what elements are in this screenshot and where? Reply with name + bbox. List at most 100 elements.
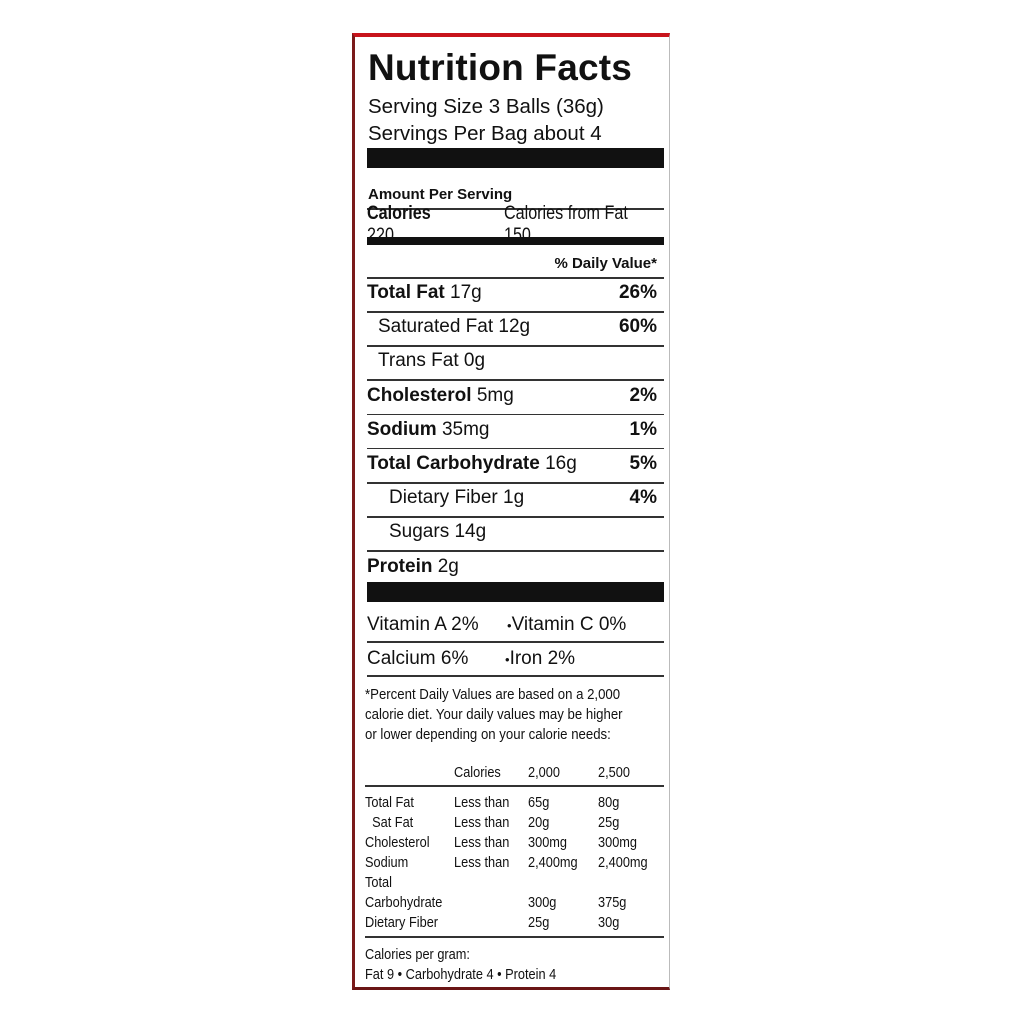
divider [365,936,664,938]
ref-cell: Less than [454,835,510,851]
divider [367,675,664,677]
ref-cell: 2,400mg [528,855,578,871]
vitamin-left: Calcium 6% [367,648,469,669]
ref-cell: Less than [454,855,510,871]
nutrient-daily-value: 2% [629,384,657,406]
nutrient-name: Total Carbohydrate [367,453,540,474]
nutrient-amount: 16g [545,453,577,474]
divider [367,516,664,518]
bullet: • [505,651,510,667]
ref-header-cell: 2,500 [598,765,630,781]
bullet: • [507,617,512,633]
nutrient-daily-value: 4% [629,487,657,509]
nutrient-amount: 0g [463,350,486,372]
divider [367,277,664,279]
divider [367,413,664,416]
nutrient-name: Protein [367,555,433,577]
nutrient-row: Total Fat 17g 26% [367,281,657,305]
nutrient-label: Saturated Fat 12g [378,316,530,338]
ref-cell: Less than [454,795,510,811]
nutrient-row: Dietary Fiber 1g 4% [389,486,657,510]
nutrient-name: Total Fat [367,282,445,303]
vitamin-row: Vitamin A 2% • Vitamin C 0% [367,613,657,637]
nutrient-daily-value: 60% [618,316,657,338]
ref-cell: 65g [528,795,550,811]
footnote-line: calorie diet. Your daily values may be h… [365,706,623,723]
nutrient-name: Cholesterol [367,384,472,406]
daily-value-header: % Daily Value* [554,255,657,272]
ref-cell: 300mg [528,835,568,851]
nutrient-daily-value: 26% [618,282,657,303]
nutrient-amount: 14g [454,521,487,543]
ref-cell: 2,400mg [598,855,648,871]
nutrient-name: Sodium [367,418,437,440]
servings-per-container: Servings Per Bag about 4 [368,122,602,145]
nutrient-amount: 1g [503,487,525,509]
divider [367,345,664,347]
nutrient-label: Sugars 14g [389,521,486,543]
vitamin-right: Vitamin C 0% [511,614,627,635]
nutrient-label: Sodium 35mg [367,419,489,441]
nutrient-row: Total Carbohydrate 16g 5% [367,452,657,476]
nutrient-row: Sodium 35mg 1% [367,418,657,442]
calories-label: Calories [367,203,431,224]
label-title: Nutrition Facts [368,47,633,88]
nutrient-label: Trans Fat 0g [378,350,485,372]
divider [367,482,664,484]
nutrient-name: Dietary Fiber [389,487,498,509]
nutrient-amount: 5mg [476,384,514,406]
thick-divider [367,148,664,168]
nutrition-facts-label: Nutrition Facts Serving Size 3 Balls (36… [352,33,670,990]
divider [367,550,664,552]
vitamin-left: Vitamin A 2% [367,614,479,635]
nutrient-row: Protein 2g [367,555,657,579]
ref-cell: Carbohydrate [365,895,443,911]
ref-cell: Sat Fat [365,815,414,831]
nutrient-amount: 17g [450,282,482,303]
serving-size: Serving Size 3 Balls (36g) [368,95,604,118]
nutrient-name: Trans Fat [378,350,459,372]
ref-header-cell: Calories [454,765,501,781]
ref-cell: 80g [598,795,620,811]
divider [367,208,664,210]
medium-divider [367,237,664,245]
divider [365,785,664,787]
nutrient-label: Dietary Fiber 1g [389,487,524,509]
calories-row: Calories 220 Calories from Fat 150 [367,203,657,246]
divider [367,311,664,313]
ref-cell: Sodium [365,855,409,871]
ref-cell: 30g [598,915,620,931]
ref-cell: 25g [528,915,550,931]
nutrient-daily-value: 1% [629,418,657,440]
ref-cell: Total Fat [365,795,414,811]
divider [367,379,664,381]
nutrient-amount: 12g [498,316,531,338]
ref-cell: 375g [598,895,627,911]
nutrient-name: Sugars [389,521,450,543]
nutrient-row: Trans Fat 0g [378,349,657,373]
nutrient-label: Protein 2g [367,556,459,578]
nutrient-row: Saturated Fat 12g 60% [378,315,657,339]
nutrient-row: Sugars 14g [389,520,657,544]
nutrient-daily-value: 5% [629,453,657,474]
nutrient-amount: 2g [437,555,459,577]
ref-cell: 20g [528,815,550,831]
amount-per-serving: Amount Per Serving [368,186,513,203]
calories-per-gram: Calories per gram: [365,947,470,963]
divider [367,447,664,450]
divider [367,641,664,643]
vitamin-row: Calcium 6% • Iron 2% [367,647,657,671]
calories-per-gram: Fat 9 • Carbohydrate 4 • Protein 4 [365,967,557,983]
ref-cell: Less than [454,815,510,831]
ref-cell: Cholesterol [365,835,430,851]
ref-cell: Dietary Fiber [365,915,439,931]
nutrient-row: Cholesterol 5mg 2% [367,384,657,408]
vitamin-right: Iron 2% [509,648,576,669]
ref-cell: 300g [528,895,557,911]
ref-cell: Total [365,875,392,891]
thick-divider [367,582,664,602]
nutrient-label: Total Carbohydrate 16g [367,453,577,475]
footnote-line: or lower depending on your calorie needs… [365,726,611,743]
ref-cell: 300mg [598,835,638,851]
nutrient-label: Cholesterol 5mg [367,385,514,407]
